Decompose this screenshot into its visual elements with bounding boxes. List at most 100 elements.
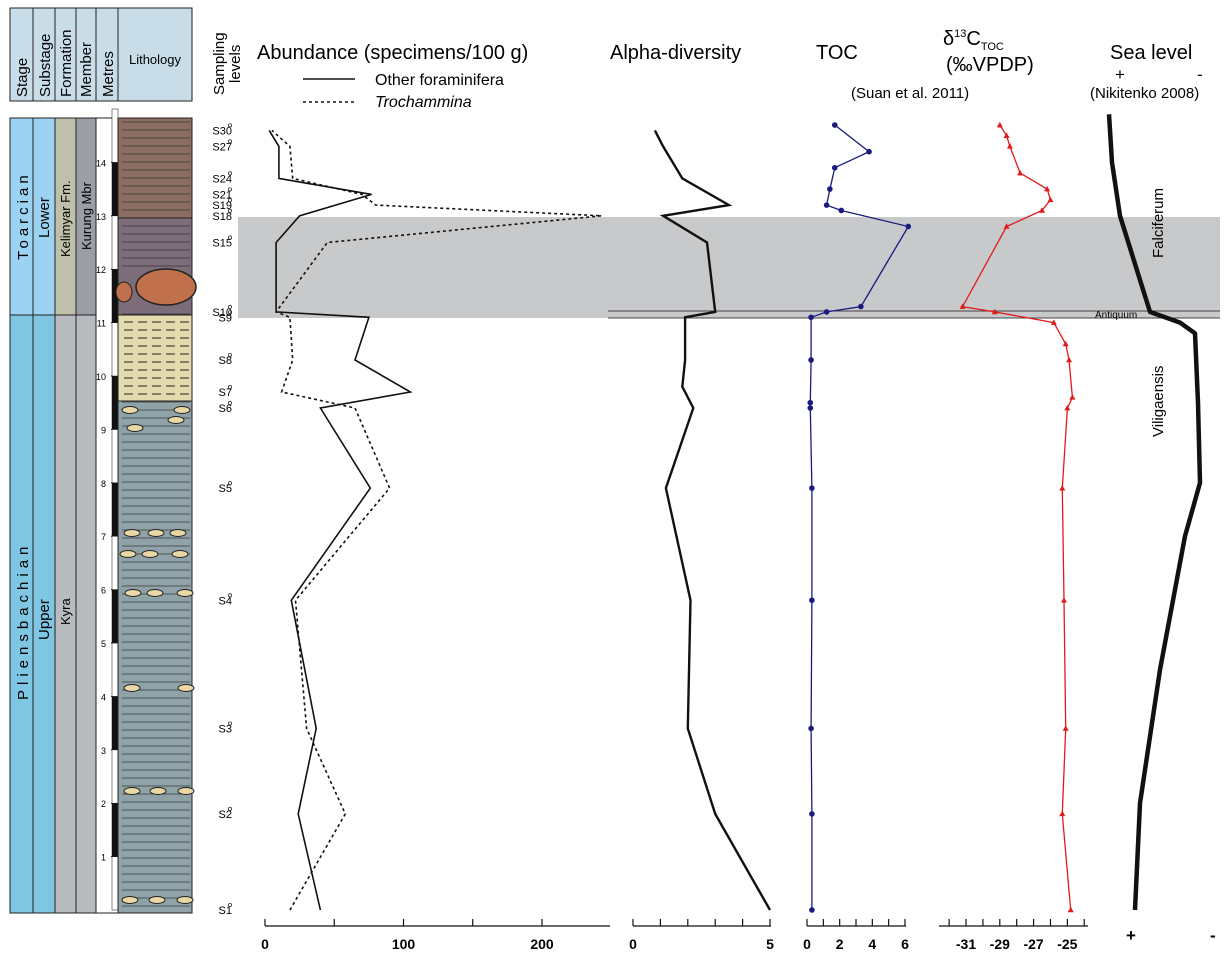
concretion-lens — [173, 406, 191, 414]
alpha-title: Alpha-diversity — [610, 42, 741, 64]
d13c-point — [1060, 597, 1067, 603]
series-d13c — [961, 124, 1074, 911]
d13c-point — [1039, 207, 1046, 213]
sample-marker — [227, 593, 232, 598]
metres-scale-segment — [111, 375, 119, 430]
sample-label: S4 — [219, 595, 232, 607]
metres-tick-label: 8 — [101, 479, 106, 489]
sample-label: S24 — [212, 173, 232, 185]
d13c-point — [1050, 319, 1057, 325]
concretion-lens — [177, 684, 195, 692]
substage-lower: Lower — [36, 197, 53, 238]
metres-tick-label: 2 — [101, 799, 106, 809]
sample-label: S8 — [219, 355, 232, 367]
sample-marker — [227, 310, 232, 315]
concretion-lenses — [119, 406, 195, 904]
sample-label: S5 — [219, 483, 232, 495]
d13c-point — [1064, 404, 1071, 411]
toc-point — [808, 725, 814, 732]
sample-label: S2 — [219, 809, 232, 821]
x-axis-tick-label: 0 — [261, 936, 269, 952]
d13c-point — [1006, 143, 1013, 149]
metres-scale-segment — [111, 215, 119, 270]
header-formation: Formation — [58, 29, 75, 97]
sample-label: S7 — [219, 387, 232, 399]
sample-marker — [227, 123, 232, 128]
concretion-lens — [148, 896, 166, 904]
sample-label: S18 — [212, 211, 232, 223]
header-substage: Substage — [37, 34, 54, 97]
metres-scale-segment — [111, 535, 119, 590]
toc-point — [808, 314, 814, 321]
x-axis-tick-label: -31 — [956, 936, 976, 952]
sample-label: S10 — [212, 307, 232, 319]
sample-marker — [227, 352, 232, 357]
litho-grey-mudstone — [117, 400, 193, 914]
d13c-point — [1044, 185, 1051, 192]
d13c-point — [1017, 169, 1024, 176]
header-member: Member — [78, 42, 95, 97]
toc-point — [905, 223, 912, 230]
sample-marker — [227, 401, 232, 406]
sample-label: S27 — [212, 141, 232, 153]
metres-tick-label: 13 — [96, 212, 106, 222]
concretion-lens — [123, 684, 141, 692]
toc-point — [808, 357, 814, 363]
concretion-lens — [124, 589, 142, 597]
sample-marker — [227, 187, 232, 192]
d13c-point — [1059, 810, 1066, 817]
stage-toarcian: Toarcian — [15, 171, 32, 260]
sample-label: S1 — [219, 905, 232, 917]
concretion-lens — [141, 550, 159, 558]
d13c-point — [1066, 356, 1073, 363]
toc-point — [809, 597, 815, 604]
formation-kelimyar: Kelimyar Fm. — [58, 180, 73, 257]
metres-scale-segment — [111, 696, 119, 751]
header-stage: Stage — [14, 58, 31, 97]
legend-other-label: Other foraminifera — [375, 72, 504, 89]
concretion-lens — [146, 589, 164, 597]
x-axis-tick-label: -27 — [1023, 936, 1043, 952]
metres-tick-label: 3 — [101, 746, 106, 756]
zone-antiquum: Antiquum — [1095, 310, 1137, 321]
concretion-lens — [126, 424, 144, 432]
d13c-point — [1003, 223, 1010, 229]
metres-tick-label: 10 — [96, 372, 106, 382]
toc-point — [831, 122, 838, 128]
d13c-point — [1062, 340, 1069, 347]
d13c-point — [1047, 196, 1054, 203]
x-axis-tick-label: -29 — [990, 936, 1010, 952]
toc-point — [866, 148, 872, 155]
x-axis-tick-label: 100 — [392, 936, 416, 952]
litho-sandy-siltstone — [117, 314, 193, 402]
toc-point — [831, 164, 838, 171]
concretion-lens — [147, 529, 165, 537]
toc-point — [809, 811, 815, 817]
metres-tick-label: 1 — [101, 853, 106, 863]
concretion-lens — [123, 787, 141, 795]
carbonate-concretion — [135, 268, 197, 306]
concretion-lens — [121, 896, 139, 904]
abundance-title: Abundance (specimens/100 g) — [257, 42, 528, 64]
x-axis-tick-label: 200 — [530, 936, 554, 952]
series-layer — [268, 114, 1203, 913]
member-kurung: Kurung Mbr — [79, 181, 94, 250]
sea-level-title: Sea level — [1110, 42, 1192, 64]
sample-marker — [227, 139, 232, 144]
d13c-title: δ13CTOC — [943, 28, 1004, 53]
strat-column: Toarcian Pliensbachian Lower Upper Kelim… — [9, 32, 244, 917]
metres-tick-label: 5 — [101, 639, 106, 649]
concretion-lens — [167, 416, 185, 424]
sample-marker — [227, 721, 232, 726]
x-axis-tick-label: -25 — [1057, 936, 1077, 952]
series-alpha-diversity — [653, 129, 772, 911]
metres-scale-segment — [111, 749, 119, 804]
metres-scale-segment — [111, 482, 119, 537]
sample-label: S9 — [219, 312, 232, 324]
sample-marker — [227, 481, 232, 486]
concretion-lens — [149, 787, 167, 795]
sample-marker — [227, 235, 232, 240]
d13c-point — [1059, 484, 1066, 491]
